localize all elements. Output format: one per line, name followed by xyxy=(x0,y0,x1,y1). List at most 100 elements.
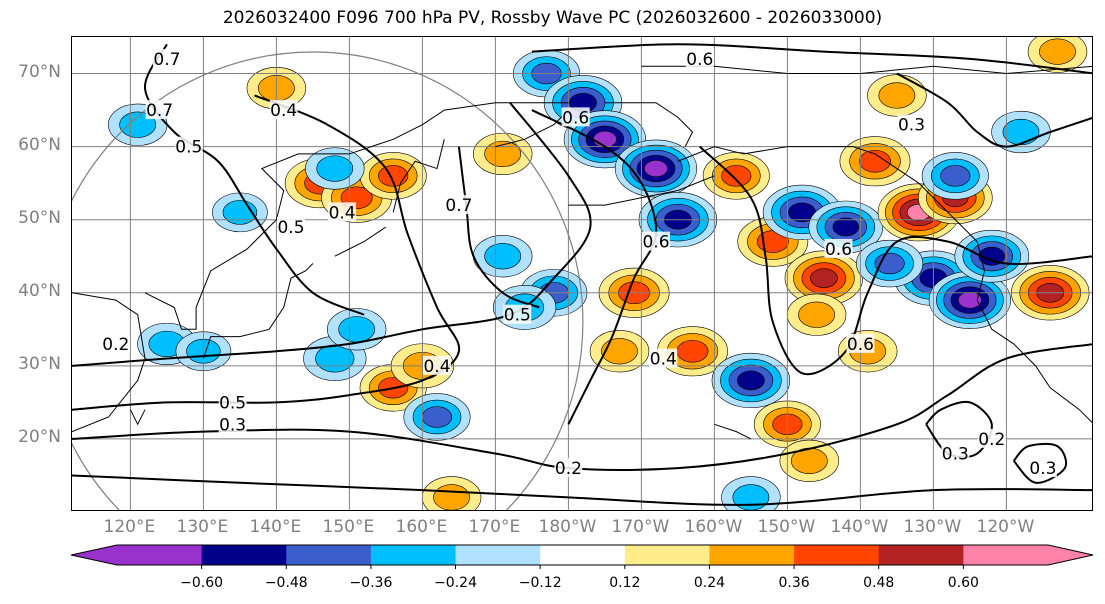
contour-label: 0.3 xyxy=(1029,459,1056,479)
lon-tick-label: 130°W xyxy=(903,517,962,537)
contour-label-bg xyxy=(101,333,130,353)
contour-label-bg xyxy=(685,48,714,68)
contour-label-bg xyxy=(277,217,305,236)
lon-tick-label: 180°W xyxy=(538,517,597,537)
lon-tick-label: 150°W xyxy=(757,517,816,537)
colorbar-bin xyxy=(963,545,1049,565)
contour-label: 0.3 xyxy=(942,445,969,465)
lon-tick-label: 140°E xyxy=(249,517,302,537)
colorbar-bin xyxy=(624,545,710,565)
contour-label-bg xyxy=(642,231,670,251)
contour-label-bg xyxy=(269,100,298,120)
gridlines xyxy=(72,37,1092,510)
colorbar-bin xyxy=(878,545,964,565)
lat-tick-label: 50°N xyxy=(18,207,61,228)
pv-anomaly-blob xyxy=(940,165,971,187)
colorbar-tick-label: −0.60 xyxy=(180,575,224,591)
colorbar-tick-label: −0.12 xyxy=(518,575,562,591)
coastline xyxy=(144,102,569,330)
colorbar-tick-label: 0.48 xyxy=(863,575,895,591)
contour-label: 0.7 xyxy=(153,50,180,70)
contour-label-bg xyxy=(941,443,970,463)
contour-label: 0.7 xyxy=(146,101,173,121)
contour-label: 0.4 xyxy=(650,350,677,370)
colorbar-tick-label: 0.60 xyxy=(947,575,979,591)
contour-label-bg xyxy=(174,136,203,156)
pv-anomaly-blob xyxy=(338,316,376,343)
pv-anomaly-blob xyxy=(721,165,752,187)
pv-contour-0-7 xyxy=(457,146,540,309)
colorbar-bin xyxy=(286,545,372,565)
pv-contour-0-5 xyxy=(72,102,592,367)
pv-anomaly-blob xyxy=(316,155,354,182)
lon-tick-label: 170°W xyxy=(611,517,670,537)
coastline xyxy=(568,175,715,206)
colorbar-outline xyxy=(70,544,1094,566)
lon-tick-label: 120°E xyxy=(103,517,156,537)
coastline xyxy=(604,102,694,147)
range-circle xyxy=(72,51,584,510)
contour-label: 0.6 xyxy=(825,240,852,260)
pv-contour-0-6 xyxy=(531,109,658,425)
contour-label: 0.5 xyxy=(219,393,246,413)
pv-anomaly-blob xyxy=(798,301,835,328)
contour-label-bg xyxy=(561,107,590,127)
pv-anomaly-blob xyxy=(737,370,765,391)
pv-anomaly-blob xyxy=(878,82,916,109)
pv-anomaly-blob xyxy=(433,484,470,510)
contour-label: 0.7 xyxy=(445,196,472,216)
contour-label-bg xyxy=(444,195,473,215)
contour-labels: 0.60.60.6 0.60.60.70.70.50.40.50.4 0.70.50… xyxy=(101,48,1057,479)
colorbar-bin xyxy=(370,545,457,565)
colorbar-tick-label: 0.12 xyxy=(609,575,641,591)
lat-tick-label: 20°N xyxy=(18,426,61,447)
coastline xyxy=(677,146,1092,424)
pv-contour-0-2 xyxy=(72,474,1092,506)
pv-anomaly-blob xyxy=(421,406,453,428)
coastline xyxy=(714,423,752,440)
contour-label-bg xyxy=(218,392,247,412)
contour-label: 0.4 xyxy=(329,203,356,223)
contour-label-bg xyxy=(152,48,181,68)
contour-label-bg xyxy=(218,414,247,434)
pv-anomaly-blob xyxy=(978,246,1005,266)
pv-anomaly-blob xyxy=(732,484,770,510)
coastline xyxy=(334,226,387,257)
coastline xyxy=(72,292,146,433)
contour-label-bg xyxy=(824,238,853,258)
pv-contour-0-7 xyxy=(143,43,365,316)
colorbar-tick-label: 0.24 xyxy=(693,575,726,591)
contour-label-bg xyxy=(423,355,451,375)
pv-anomaly-blob xyxy=(378,165,409,187)
contour-label-bg xyxy=(1028,458,1057,478)
pv-anomaly-blob xyxy=(874,252,905,275)
colorbar-bin xyxy=(201,545,287,565)
colorbar-bin xyxy=(540,545,626,565)
pv-anomaly-blob xyxy=(859,149,891,173)
colorbar-bin xyxy=(794,545,880,565)
map-panel: 0.6 0.6 0.6 0.6 0.6 0.7 0.7 0.5 0.4 0.5 0.4 0.7 0.5 0… xyxy=(71,36,1093,511)
contour-label: 0.2 xyxy=(102,335,129,355)
contour-label-bg xyxy=(328,202,357,222)
colorbar-extend-min xyxy=(71,545,117,565)
contour-label: 0.6 xyxy=(686,50,713,70)
pv-contour-0-3 xyxy=(1012,442,1068,484)
coastlines xyxy=(72,65,1092,440)
colorbar-extend-max xyxy=(1048,545,1093,565)
contour-label-bg xyxy=(503,304,532,324)
colorbar-bin xyxy=(117,545,203,565)
pv-anomaly-blob xyxy=(644,160,668,178)
lon-tick-label: 140°W xyxy=(830,517,889,537)
lon-tick-label: 160°E xyxy=(395,517,448,537)
contour-label-bg xyxy=(897,114,926,134)
colorbar-tick-label: −0.48 xyxy=(264,575,308,591)
contour-label: 0.5 xyxy=(277,218,304,238)
coastline xyxy=(495,109,569,148)
contour-label-bg xyxy=(977,428,1006,448)
contour-label: 0.4 xyxy=(270,101,297,121)
pv-anomaly-blob xyxy=(957,291,982,309)
contour-label-bg xyxy=(554,458,583,478)
colorbar-tick-label: 0.36 xyxy=(778,575,810,591)
pv-anomaly-blob xyxy=(1002,118,1040,146)
colorbar-tick-label: −0.36 xyxy=(349,575,393,591)
